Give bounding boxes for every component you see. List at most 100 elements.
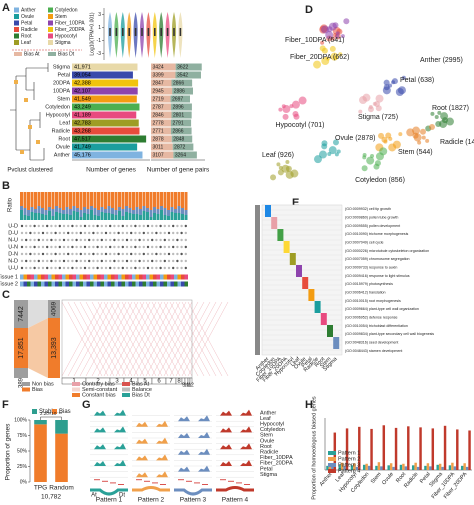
- go-term: (GO:0000226) microtubule cytoskeleton or…: [345, 249, 429, 253]
- dot: [54, 238, 57, 242]
- gene-model: [202, 484, 208, 485]
- flow-line: [79, 301, 121, 377]
- ratio-bar: [139, 215, 142, 220]
- bar-value-label: 3424: [153, 64, 164, 70]
- ratio-bar: [97, 192, 100, 210]
- pair-bar-dt: [171, 79, 193, 87]
- panel-label: D: [305, 4, 313, 16]
- network-cluster: [276, 162, 281, 167]
- bar-value-label: 2846: [153, 112, 164, 118]
- tissue-cell: [170, 281, 174, 287]
- dot: [46, 224, 49, 228]
- tissue-cell: [83, 274, 87, 280]
- cluster-block: [302, 277, 309, 289]
- ratio-bar: [23, 215, 27, 220]
- ratio-bar: [111, 208, 114, 214]
- dot: [25, 238, 28, 242]
- flow-line: [157, 301, 199, 377]
- tissue-cell: [69, 274, 73, 280]
- dendrogram: [10, 63, 49, 161]
- bar-segment: [34, 424, 47, 482]
- dot: [155, 231, 158, 235]
- network-cluster: [434, 114, 439, 119]
- legend-swatch: [14, 27, 19, 32]
- bar-value-label: 41,189: [74, 112, 91, 118]
- ratio-bar: [20, 206, 23, 210]
- violin-box: [154, 28, 156, 36]
- go-term: (GO:0009664) plant-type cell wall organi…: [345, 307, 419, 311]
- legend-label: Bias At: [132, 381, 150, 387]
- ratio-bar: [30, 207, 34, 212]
- dot: [104, 259, 108, 263]
- gene-bar: [72, 143, 138, 151]
- network-cluster: [398, 132, 403, 137]
- network-cluster: [382, 86, 391, 95]
- pattern-shape: [216, 486, 254, 492]
- dot: [54, 231, 57, 235]
- flow-line: [67, 301, 109, 377]
- ratio-bar: [93, 192, 97, 208]
- ratio-bar: [125, 206, 128, 212]
- dot: [54, 224, 57, 228]
- dot: [96, 224, 99, 228]
- bar: [411, 465, 415, 470]
- pair-bar-dt: [175, 63, 202, 71]
- dot: [121, 252, 125, 256]
- network-cluster: [366, 156, 375, 165]
- network-cluster: [285, 160, 290, 165]
- dot: [113, 266, 116, 270]
- dot: [121, 238, 125, 242]
- tissue-cell: [34, 274, 38, 280]
- gene-model: [94, 479, 100, 481]
- cluster-label: 9: [182, 382, 185, 388]
- tissue-cell: [104, 274, 108, 280]
- ratio-bar: [153, 213, 156, 220]
- ratio-bar: [125, 212, 128, 220]
- gene-bar: [72, 103, 140, 111]
- dot: [62, 266, 66, 270]
- dot: [54, 252, 57, 256]
- gene-bar: [72, 63, 138, 71]
- dot: [37, 252, 40, 256]
- bar-value-label: 3011: [153, 144, 164, 150]
- dot: [167, 245, 171, 249]
- y-tick-label: 1: [98, 25, 101, 31]
- dot: [88, 259, 91, 263]
- bar: [402, 463, 405, 470]
- legend-label: Root: [21, 33, 32, 39]
- ratio-bar: [93, 208, 97, 215]
- bar: [380, 466, 383, 470]
- dot: [50, 224, 53, 228]
- network-cluster: [281, 164, 290, 173]
- ratio-bar: [107, 213, 111, 220]
- dot: [79, 238, 83, 242]
- dot: [117, 245, 120, 249]
- legend-label: Stem: [55, 14, 67, 20]
- network-cluster: [320, 40, 325, 45]
- ratio-bar: [170, 207, 174, 212]
- ratio-bar: [128, 208, 132, 213]
- dot: [146, 231, 150, 235]
- tissue-cell: [174, 281, 178, 287]
- y-tick-label: 75%: [17, 433, 28, 439]
- dot: [163, 238, 166, 242]
- tissue-cell: [86, 274, 90, 280]
- dot: [167, 238, 171, 242]
- dot: [167, 252, 171, 256]
- dot: [62, 259, 66, 263]
- node-label: Fiber_10DPA (641): [285, 37, 344, 44]
- dot: [92, 259, 95, 263]
- legend-swatch: [48, 40, 53, 45]
- bar-value-label: 42,388: [74, 80, 91, 86]
- tissue-cell: [132, 281, 136, 287]
- bar-value-label: 42,783: [74, 120, 91, 126]
- dot: [167, 259, 171, 263]
- dot: [130, 259, 133, 263]
- dot: [96, 266, 99, 270]
- dot: [75, 245, 78, 249]
- count-label: 7442: [18, 306, 25, 322]
- tissue-cell: [177, 274, 181, 280]
- cluster-label: 1: [72, 379, 76, 385]
- dot: [159, 259, 162, 263]
- tissue-cell: [163, 281, 167, 287]
